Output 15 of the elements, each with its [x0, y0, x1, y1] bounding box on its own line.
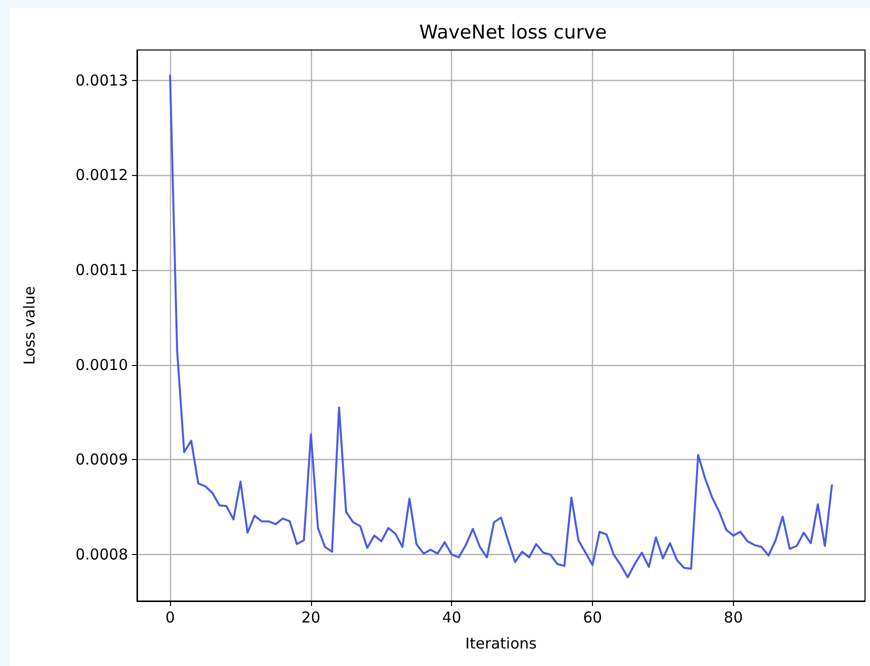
y-axis-title: Loss value: [20, 286, 38, 365]
x-axis-title: Iterations: [465, 634, 537, 652]
y-tick-label: 0.0009: [76, 450, 128, 469]
y-tick-label: 0.0011: [76, 261, 128, 280]
y-tick-label: 0.0013: [76, 71, 128, 90]
y-tick-label: 0.0010: [76, 356, 128, 374]
chart-title: WaveNet loss curve: [419, 22, 607, 44]
y-tick-label: 0.0012: [76, 166, 128, 184]
x-tick-label: 20: [301, 608, 320, 626]
x-tick-label: 60: [582, 608, 602, 626]
line-series: [169, 74, 833, 578]
x-tick-label: 40: [442, 608, 462, 626]
x-tick-label: 80: [724, 608, 743, 626]
y-tick-label: 0.0008: [76, 546, 128, 564]
x-tick-label: 0: [165, 608, 175, 626]
